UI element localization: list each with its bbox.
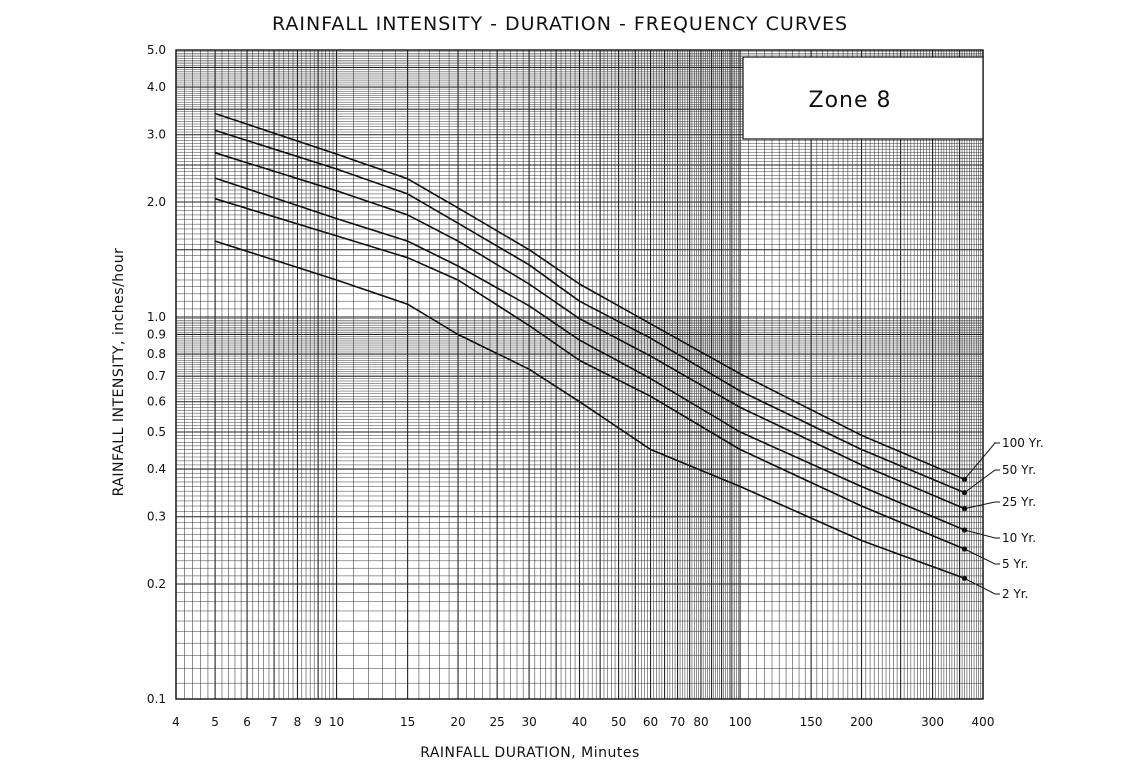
x-tick-labels: 4 5 6 7 8 9 10 15 20 25 30 40 50 60 70 80 100 150 200 300 40… [172, 715, 994, 729]
legend-leader-line [964, 577, 1000, 595]
legend-leader-line [964, 548, 1000, 565]
x-tick-label: 30 [521, 715, 536, 729]
zone-label: Zone 8 [809, 88, 892, 113]
series-line-100-yr [214, 112, 965, 481]
grid [175, 49, 984, 700]
series-line-25-yr [214, 152, 965, 510]
y-tick-label: 0.8 [147, 347, 166, 361]
legend-leader-line [964, 529, 1000, 539]
x-tick-label: 15 [400, 715, 415, 729]
y-tick-label: 0.5 [147, 425, 166, 439]
x-tick-label: 20 [450, 715, 465, 729]
legend-leader-line [964, 501, 1000, 510]
y-tick-label: 1.0 [147, 310, 166, 324]
y-tick-label: 0.2 [147, 577, 166, 591]
series-group [214, 112, 968, 581]
x-tick-label: 200 [850, 715, 873, 729]
y-tick-label: 0.3 [147, 510, 166, 524]
series-line-2-yr [214, 240, 965, 580]
series-line-10-yr [214, 177, 965, 531]
chart-title: RAINFALL INTENSITY - DURATION - FREQUENC… [272, 13, 848, 35]
legend-leader-line [964, 442, 1000, 480]
series-line-5-yr [214, 197, 965, 550]
legend-label: 25 Yr. [1002, 495, 1036, 509]
x-tick-label: 150 [800, 715, 823, 729]
x-tick-label: 10 [329, 715, 344, 729]
series-line-50-yr [214, 129, 965, 494]
legend: 100 Yr. 50 Yr. 25 Yr. 10 Yr. 5 Yr. 2 Yr. [964, 436, 1044, 601]
legend-label: 50 Yr. [1002, 463, 1036, 477]
x-tick-label: 300 [921, 715, 944, 729]
x-tick-label: 9 [314, 715, 322, 729]
y-tick-labels: 0.1 0.2 0.3 0.4 0.5 0.6 0.7 0.8 0.9 1.0 2.0 3.0 4.0 5… [147, 43, 166, 706]
x-tick-label: 400 [972, 715, 995, 729]
x-tick-label: 25 [489, 715, 504, 729]
legend-label: 5 Yr. [1002, 557, 1028, 571]
y-tick-label: 0.9 [147, 327, 166, 341]
y-tick-label: 0.1 [147, 692, 166, 706]
y-tick-label: 0.6 [147, 395, 166, 409]
zone-box [742, 56, 984, 140]
x-tick-label: 80 [693, 715, 708, 729]
y-tick-label: 0.4 [147, 462, 166, 476]
y-axis-label: RAINFALL INTENSITY, inches/hour [111, 248, 127, 497]
y-tick-label: 0.7 [147, 369, 166, 383]
y-tick-label: 2.0 [147, 195, 166, 209]
x-tick-label: 4 [172, 715, 180, 729]
legend-label: 100 Yr. [1002, 436, 1044, 450]
y-tick-label: 5.0 [147, 43, 166, 57]
x-tick-label: 50 [611, 715, 626, 729]
x-tick-label: 8 [294, 715, 302, 729]
x-tick-label: 40 [572, 715, 587, 729]
y-tick-label: 4.0 [147, 80, 166, 94]
legend-label: 2 Yr. [1002, 587, 1028, 601]
x-tick-label: 7 [270, 715, 278, 729]
x-tick-label: 60 [643, 715, 658, 729]
legend-leader-line [964, 469, 1000, 493]
x-axis-label: RAINFALL DURATION, Minutes [420, 745, 640, 761]
y-tick-label: 3.0 [147, 128, 166, 142]
plot-frame [175, 49, 984, 700]
x-tick-label: 5 [211, 715, 219, 729]
x-tick-label: 70 [670, 715, 685, 729]
x-tick-label: 6 [243, 715, 251, 729]
legend-label: 10 Yr. [1002, 531, 1036, 545]
x-tick-label: 100 [729, 715, 752, 729]
